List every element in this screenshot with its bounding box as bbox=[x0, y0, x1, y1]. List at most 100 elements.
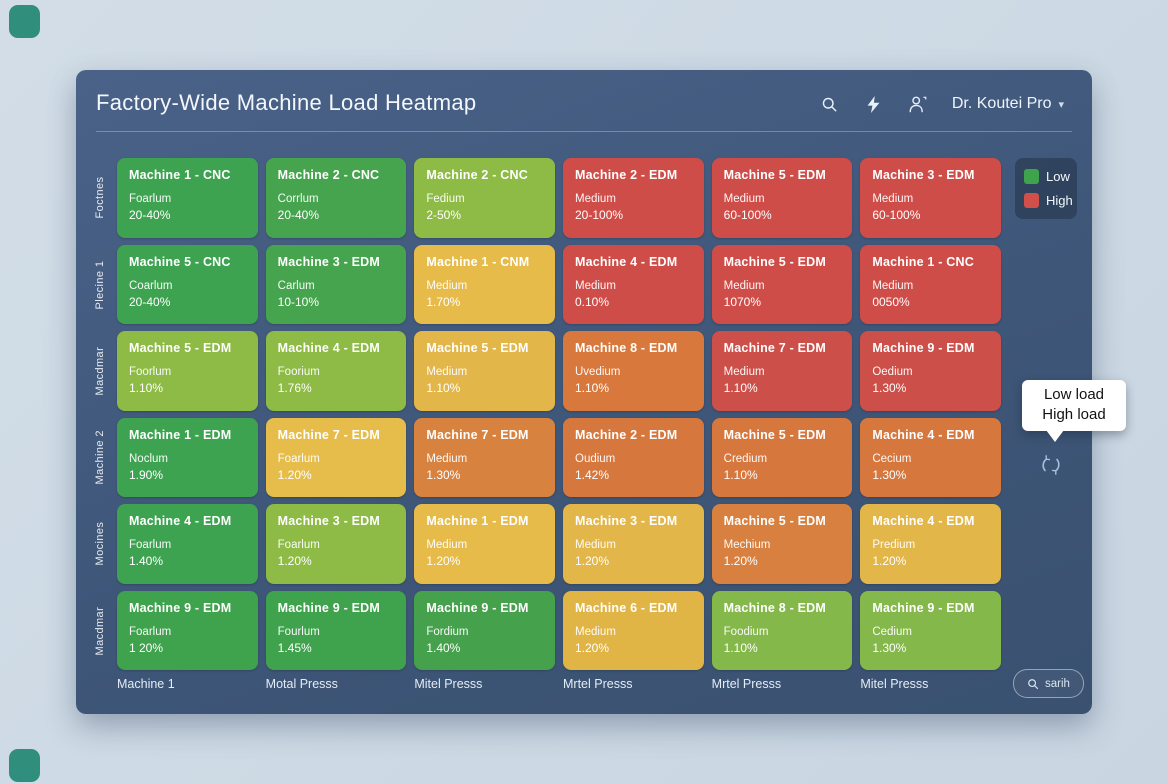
cell-title: Machine 1 - EDM bbox=[426, 514, 529, 528]
cell-title: Machine 5 - EDM bbox=[129, 341, 232, 355]
cell-subtitle: Oudium bbox=[575, 452, 616, 465]
cell-value: 1 20% bbox=[129, 640, 164, 655]
heatmap-cell-r4c1[interactable]: Machine 1 - EDM Noclum 1.90% bbox=[117, 417, 258, 497]
heatmap-cell-r5c4[interactable]: Machine 3 - EDM Medium 1.20% bbox=[563, 504, 704, 584]
cell-subtitle: Cecium bbox=[872, 452, 912, 465]
user-icon[interactable] bbox=[908, 94, 928, 114]
heatmap-cell-r3c4[interactable]: Machine 8 - EDM Uvedium 1.10% bbox=[563, 331, 704, 411]
heatmap-cell-r6c2[interactable]: Machine 9 - EDM Fourlum 1.45% bbox=[265, 590, 407, 670]
heatmap-cell-r5c6[interactable]: Machine 4 - EDM Predium 1.20% bbox=[860, 504, 1001, 584]
cell-title: Machine 9 - EDM bbox=[129, 600, 232, 615]
cell-title: Machine 5 - EDM bbox=[723, 168, 826, 182]
heatmap-cell-r4c2[interactable]: Machine 7 - EDM Foarlum 1.20% bbox=[265, 417, 407, 497]
footer-search-button[interactable]: sarih bbox=[1013, 669, 1084, 698]
cell-subtitle: Cedium bbox=[872, 625, 912, 638]
cell-subtitle: Medium bbox=[872, 279, 914, 292]
heatmap-cell-r4c4[interactable]: Machine 2 - EDM Oudium 1.42% bbox=[563, 417, 704, 497]
row-label-6: Macdmar bbox=[94, 605, 106, 655]
legend-swatch-low bbox=[1024, 169, 1039, 184]
heatmap-cell-r1c1[interactable]: Machine 1 - CNC Foarlum 20-40% bbox=[117, 158, 258, 238]
row-label-4: Machine 2 bbox=[94, 430, 106, 485]
cell-title: Machine 1 - EDM bbox=[129, 427, 232, 442]
cell-subtitle: Medium bbox=[426, 452, 468, 465]
cell-title: Machine 7 - EDM bbox=[277, 427, 380, 442]
heatmap-col-labels: Machine 1 Motal Presss Mitel Presss Mrtel P… bbox=[117, 677, 1001, 691]
heatmap-cell-r3c6[interactable]: Machine 9 - EDM Oedium 1.30% bbox=[860, 331, 1001, 411]
cell-title: Machine 3 - EDM bbox=[575, 514, 678, 528]
cell-value: 20-100% bbox=[575, 208, 624, 222]
cell-title: Machine 5 - EDM bbox=[426, 341, 529, 355]
refresh-icon[interactable] bbox=[1036, 450, 1066, 480]
heatmap-cell-r1c2[interactable]: Machine 2 - CNC Corrlum 20-40% bbox=[265, 158, 407, 238]
cell-value: 1.30% bbox=[872, 467, 907, 482]
cell-value: 1.20% bbox=[426, 554, 461, 568]
cell-title: Machine 4 - EDM bbox=[575, 254, 678, 269]
heatmap-cell-r6c5[interactable]: Machine 8 - EDM Foodium 1.10% bbox=[711, 590, 853, 670]
cell-title: Machine 1 - CNC bbox=[129, 168, 231, 182]
cell-value: 1.90% bbox=[129, 467, 164, 482]
heatmap-cell-r2c1[interactable]: Machine 5 - CNC Coarlum 20-40% bbox=[117, 244, 258, 324]
heatmap-cell-r1c5[interactable]: Machine 5 - EDM Medium 60-100% bbox=[711, 158, 853, 238]
heatmap-cell-r3c1[interactable]: Machine 5 - EDM Foorlum 1.10% bbox=[117, 331, 258, 411]
cell-subtitle: Medium bbox=[723, 366, 765, 378]
heatmap-cell-r6c6[interactable]: Machine 9 - EDM Cedium 1.30% bbox=[860, 590, 1001, 670]
heatmap-cell-r4c3[interactable]: Machine 7 - EDM Medium 1.30% bbox=[414, 417, 555, 497]
cell-title: Machine 9 - EDM bbox=[872, 341, 975, 355]
search-icon bbox=[1028, 678, 1039, 689]
cell-value: 1.70% bbox=[426, 294, 461, 309]
cell-title: Machine 3 - EDM bbox=[277, 254, 380, 269]
cell-value: 10-10% bbox=[277, 294, 320, 309]
search-icon[interactable] bbox=[820, 94, 840, 114]
cell-subtitle: Mechium bbox=[723, 539, 771, 551]
cell-title: Machine 3 - EDM bbox=[872, 168, 975, 182]
heatmap-cell-r2c4[interactable]: Machine 4 - EDM Medium 0.10% bbox=[563, 244, 704, 324]
heatmap-cell-r3c3[interactable]: Machine 5 - EDM Medium 1.10% bbox=[414, 331, 555, 411]
cell-value: 1.20% bbox=[277, 467, 312, 482]
heatmap-cell-r5c1[interactable]: Machine 4 - EDM Foarlum 1.40% bbox=[117, 504, 258, 584]
cell-value: 1.40% bbox=[426, 640, 461, 655]
cell-subtitle: Medium bbox=[575, 193, 616, 205]
cell-subtitle: Foarlum bbox=[129, 625, 172, 638]
legend: Low High bbox=[1015, 158, 1077, 219]
user-menu[interactable]: Dr. Koutei Pro ▾ bbox=[952, 95, 1064, 113]
cell-subtitle: Foodium bbox=[723, 625, 769, 638]
col-label-5: Mrtel Presss bbox=[711, 677, 782, 691]
bolt-icon[interactable] bbox=[864, 94, 884, 114]
heatmap-cell-r2c3[interactable]: Machine 1 - CNM Medium 1.70% bbox=[414, 244, 555, 324]
heatmap-cell-r3c5[interactable]: Machine 7 - EDM Medium 1.10% bbox=[711, 331, 853, 411]
heatmap-cell-r2c2[interactable]: Machine 3 - EDM Carlum 10-10% bbox=[265, 244, 407, 324]
cell-value: 1.10% bbox=[723, 381, 758, 395]
row-label-2: Plecine 1 bbox=[94, 259, 106, 309]
user-name: Dr. Koutei Pro bbox=[951, 95, 1052, 112]
cell-title: Machine 5 - EDM bbox=[723, 427, 826, 442]
heatmap-cell-r5c3[interactable]: Machine 1 - EDM Medium 1.20% bbox=[414, 504, 555, 584]
heatmap-cell-r5c5[interactable]: Machine 5 - EDM Mechium 1.20% bbox=[711, 504, 853, 584]
cell-subtitle: Medium bbox=[872, 193, 914, 205]
cell-title: Machine 7 - EDM bbox=[723, 341, 826, 355]
heatmap-cell-r6c4[interactable]: Machine 6 - EDM Medium 1.20% bbox=[563, 590, 704, 670]
cell-subtitle: Fourlum bbox=[277, 625, 320, 638]
cell-value: 1.20% bbox=[575, 640, 610, 655]
cell-title: Machine 6 - EDM bbox=[575, 600, 678, 615]
cell-title: Machine 1 - CNM bbox=[426, 254, 530, 269]
cell-title: Machine 8 - EDM bbox=[575, 341, 678, 355]
heatmap-cell-r4c5[interactable]: Machine 5 - EDM Credium 1.10% bbox=[711, 417, 853, 497]
heatmap-cell-r5c2[interactable]: Machine 3 - EDM Foarlum 1.20% bbox=[265, 504, 407, 584]
tooltip-line-low: Low load bbox=[1043, 386, 1105, 403]
heatmap-cell-r1c6[interactable]: Machine 3 - EDM Medium 60-100% bbox=[860, 158, 1001, 238]
heatmap-cell-r1c4[interactable]: Machine 2 - EDM Medium 20-100% bbox=[563, 158, 704, 238]
heatmap-cell-r1c3[interactable]: Machine 2 - CNC Fedium 2-50% bbox=[414, 158, 555, 238]
cell-value: 1.76% bbox=[277, 381, 312, 395]
legend-item-high: High bbox=[1024, 193, 1073, 208]
col-label-6: Mitel Presss bbox=[860, 677, 929, 691]
heatmap-cell-r4c6[interactable]: Machine 4 - EDM Cecium 1.30% bbox=[860, 417, 1001, 497]
app-panel: Factory-Wide Machine Load Heatmap Dr. Ko… bbox=[76, 70, 1126, 714]
heatmap-cell-r2c6[interactable]: Machine 1 - CNC Medium 0050% bbox=[860, 244, 1001, 324]
heatmap-cell-r6c1[interactable]: Machine 9 - EDM Foarlum 1 20% bbox=[117, 590, 258, 670]
heatmap-cell-r6c3[interactable]: Machine 9 - EDM Fordium 1.40% bbox=[414, 590, 555, 670]
heatmap-cell-r2c5[interactable]: Machine 5 - EDM Medium 1070% bbox=[711, 244, 853, 324]
cell-value: 1.30% bbox=[872, 640, 907, 655]
cell-title: Machine 4 - EDM bbox=[277, 341, 380, 355]
heatmap-cell-r3c2[interactable]: Machine 4 - EDM Foorium 1.76% bbox=[265, 331, 407, 411]
col-label-4: Mrtel Presss bbox=[563, 677, 633, 691]
